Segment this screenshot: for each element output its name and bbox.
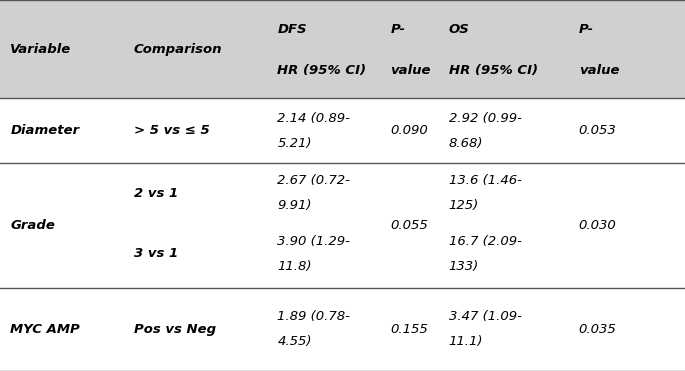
Text: 2.67 (0.72-: 2.67 (0.72-	[277, 174, 350, 187]
Text: 3.47 (1.09-: 3.47 (1.09-	[449, 310, 521, 323]
Text: HR (95% CI): HR (95% CI)	[277, 64, 366, 77]
Text: MYC AMP: MYC AMP	[10, 323, 80, 336]
Text: 16.7 (2.09-: 16.7 (2.09-	[449, 235, 521, 248]
Text: 9.91): 9.91)	[277, 199, 312, 212]
Text: > 5 vs ≤ 5: > 5 vs ≤ 5	[134, 124, 210, 137]
Text: 0.030: 0.030	[579, 219, 616, 232]
Text: 0.053: 0.053	[579, 124, 616, 137]
Text: 0.155: 0.155	[390, 323, 428, 336]
Text: 3.90 (1.29-: 3.90 (1.29-	[277, 235, 350, 248]
Text: DFS: DFS	[277, 23, 307, 36]
Text: P-: P-	[579, 23, 594, 36]
Text: 0.055: 0.055	[390, 219, 428, 232]
Text: 4.55): 4.55)	[277, 335, 312, 348]
Text: Pos vs Neg: Pos vs Neg	[134, 323, 216, 336]
Text: 11.1): 11.1)	[449, 335, 483, 348]
Text: 2.92 (0.99-: 2.92 (0.99-	[449, 112, 521, 125]
Text: 0.035: 0.035	[579, 323, 616, 336]
Text: 133): 133)	[449, 260, 479, 273]
Text: Comparison: Comparison	[134, 43, 222, 56]
Text: 2 vs 1: 2 vs 1	[134, 187, 178, 200]
Text: 11.8): 11.8)	[277, 260, 312, 273]
Text: Diameter: Diameter	[10, 124, 79, 137]
Text: P-: P-	[390, 23, 406, 36]
Text: value: value	[390, 64, 431, 77]
Text: OS: OS	[449, 23, 469, 36]
Text: 1.89 (0.78-: 1.89 (0.78-	[277, 310, 350, 323]
Text: Variable: Variable	[10, 43, 71, 56]
Text: value: value	[579, 64, 619, 77]
Text: 2.14 (0.89-: 2.14 (0.89-	[277, 112, 350, 125]
Text: 5.21): 5.21)	[277, 137, 312, 150]
Text: 125): 125)	[449, 199, 479, 212]
Text: 8.68): 8.68)	[449, 137, 483, 150]
Text: HR (95% CI): HR (95% CI)	[449, 64, 538, 77]
Bar	[0, 0, 685, 98]
Text: 13.6 (1.46-: 13.6 (1.46-	[449, 174, 521, 187]
Text: 0.090: 0.090	[390, 124, 428, 137]
Text: Grade: Grade	[10, 219, 55, 232]
Text: 3 vs 1: 3 vs 1	[134, 247, 178, 260]
